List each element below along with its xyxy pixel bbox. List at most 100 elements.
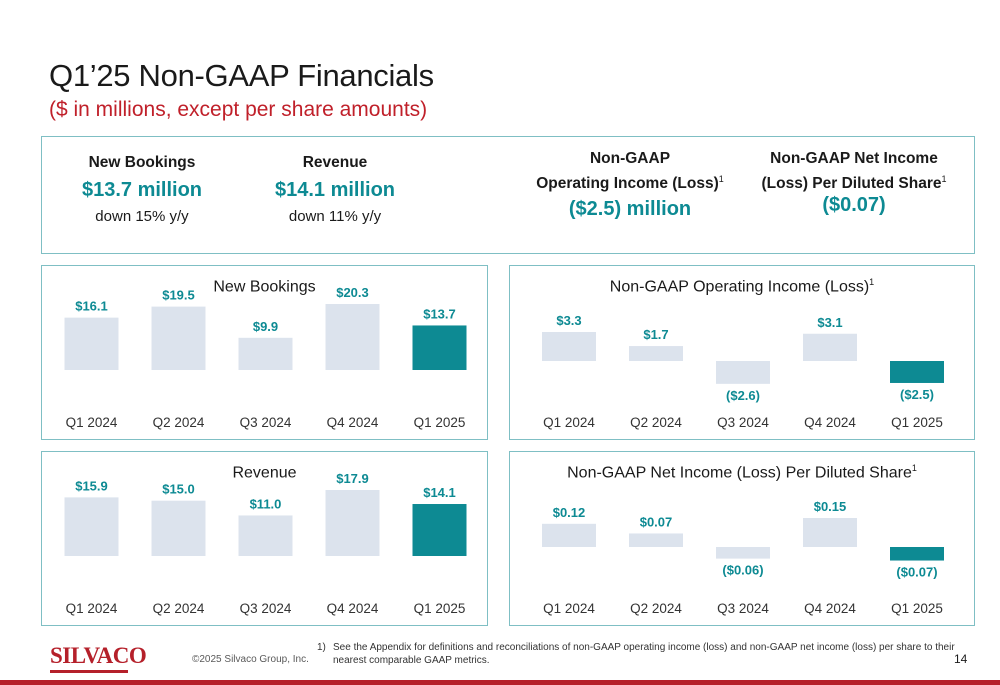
- data-label: $16.1: [75, 299, 108, 314]
- chart-panel-revenue: Revenue $15.9 Q1 2024 $15.0 Q2 2024 $11.0 Q3 …: [41, 451, 488, 626]
- data-label: ($0.07): [896, 565, 937, 580]
- footnote-marker: 1: [941, 174, 947, 184]
- chart-bar: [238, 515, 293, 556]
- revenue-chart: $15.9 Q1 2024 $15.0 Q2 2024 $11.0 Q3 2024 $17.…: [64, 471, 467, 616]
- data-label: $15.9: [75, 478, 108, 493]
- data-label: $3.1: [817, 315, 842, 330]
- x-tick-label: Q3 2024: [717, 415, 769, 430]
- x-tick-label: Q1 2025: [891, 601, 943, 616]
- chart-bar: [412, 504, 467, 556]
- data-label: $13.7: [423, 306, 456, 321]
- operating-income-chart: $3.3 Q1 2024 $1.7 Q2 2024 ($2.6) Q3 2024 $3.1 Q…: [542, 313, 944, 430]
- x-tick-label: Q4 2024: [327, 415, 379, 430]
- kpi-label: Operating Income (Loss): [536, 175, 719, 193]
- net-income-per-share-chart: $0.12 Q1 2024 $0.07 Q2 2024 ($0.06) Q3 2024 $0…: [542, 499, 944, 616]
- data-label: $9.9: [253, 319, 278, 334]
- footnote-marker: 1: [869, 277, 875, 287]
- kpi-change: down 11% y/y: [288, 208, 382, 225]
- chart-bar: [542, 523, 596, 547]
- kpi-label: New Bookings: [88, 154, 196, 171]
- x-tick-label: Q2 2024: [153, 415, 205, 430]
- data-label: $20.3: [336, 285, 369, 300]
- footnote: 1) See the Appendix for definitions and …: [317, 641, 957, 667]
- chart-bar: [64, 317, 119, 370]
- kpi-label: Revenue: [302, 154, 368, 171]
- chart-bar: [629, 533, 683, 547]
- chart-bar: [151, 500, 206, 556]
- data-label: $14.1: [423, 485, 456, 500]
- data-label: $19.5: [162, 288, 195, 303]
- kpi-revenue: Revenue $14.1 million down 11% y/y: [260, 152, 410, 225]
- x-tick-label: Q1 2024: [543, 601, 595, 616]
- chart-bar: [238, 337, 293, 370]
- data-label: $17.9: [336, 471, 369, 486]
- chart-bar: [412, 325, 467, 370]
- x-tick-label: Q3 2024: [240, 601, 292, 616]
- x-tick-label: Q1 2025: [414, 601, 466, 616]
- data-label: $15.0: [162, 482, 195, 497]
- data-label: $0.07: [640, 514, 673, 529]
- kpi-label: Non-GAAP Net Income: [770, 150, 938, 167]
- chart-panel-net-income-per-share: Non-GAAP Net Income (Loss) Per Diluted S…: [509, 451, 975, 626]
- chart-bar: [716, 547, 770, 559]
- silvaco-logo: SILVACO: [50, 643, 147, 668]
- x-tick-label: Q2 2024: [153, 601, 205, 616]
- chart-title: Non-GAAP Operating Income (Loss): [609, 278, 870, 296]
- chart-bar: [803, 518, 857, 547]
- x-tick-label: Q2 2024: [630, 415, 682, 430]
- data-label: ($2.5): [900, 387, 934, 402]
- data-label: $11.0: [250, 496, 282, 511]
- kpi-change: down 15% y/y: [95, 208, 189, 225]
- kpi-value: ($0.07): [822, 194, 886, 217]
- page-number: 14: [954, 652, 968, 666]
- data-label: ($2.6): [726, 388, 760, 403]
- chart-bar: [890, 547, 944, 561]
- chart-bar: [64, 497, 119, 556]
- x-tick-label: Q1 2025: [891, 415, 943, 430]
- chart-title: Revenue: [232, 464, 297, 482]
- kpi-label: (Loss) Per Diluted Share: [761, 175, 942, 193]
- data-label: ($0.06): [722, 563, 763, 578]
- chart-bar: [803, 333, 857, 361]
- chart-bar: [542, 332, 596, 361]
- footnote-marker: 1: [911, 463, 917, 473]
- chart-bar: [151, 306, 206, 370]
- copyright-text: ©2025 Silvaco Group, Inc.: [192, 654, 309, 665]
- footer-rule: [0, 680, 1000, 685]
- kpi-value: $13.7 million: [81, 179, 203, 201]
- chart-title: Non-GAAP Net Income (Loss) Per Diluted S…: [567, 464, 912, 482]
- kpi-new-bookings: New Bookings $13.7 million down 15% y/y: [72, 152, 212, 225]
- chart-panel-new-bookings: New Bookings $16.1 Q1 2024 $19.5 Q2 2024 $9.…: [41, 265, 488, 440]
- chart-bar: [629, 346, 683, 361]
- data-label: $1.7: [643, 327, 668, 342]
- x-tick-label: Q1 2024: [66, 601, 118, 616]
- kpi-non-gaap-eps: Non-GAAP Net Income (Loss) Per Diluted S…: [754, 148, 954, 217]
- data-label: $0.12: [553, 505, 586, 520]
- kpi-summary-box: New Bookings $13.7 million down 15% y/y …: [41, 136, 975, 254]
- x-tick-label: Q3 2024: [240, 415, 292, 430]
- data-label: $0.15: [814, 499, 847, 514]
- kpi-label: Non-GAAP: [589, 150, 671, 167]
- x-tick-label: Q1 2024: [66, 415, 118, 430]
- chart-bar: [325, 304, 380, 370]
- chart-title: New Bookings: [213, 278, 316, 296]
- page-subtitle: ($ in millions, except per share amounts…: [49, 98, 428, 121]
- kpi-value: $14.1 million: [274, 179, 396, 201]
- x-tick-label: Q1 2024: [543, 415, 595, 430]
- kpi-value: ($2.5) million: [568, 198, 692, 221]
- chart-panel-operating-income: Non-GAAP Operating Income (Loss)1 $3.3 Q1…: [509, 265, 975, 440]
- x-tick-label: Q1 2025: [414, 415, 466, 430]
- footnote-text: See the Appendix for definitions and rec…: [333, 642, 955, 666]
- x-tick-label: Q4 2024: [804, 601, 856, 616]
- data-label: $3.3: [556, 313, 581, 328]
- kpi-non-gaap-operating-income: Non-GAAP Operating Income (Loss)1 ($2.5)…: [530, 148, 730, 221]
- chart-bar: [716, 361, 770, 384]
- chart-bar: [890, 361, 944, 383]
- x-tick-label: Q4 2024: [804, 415, 856, 430]
- footnote-number: 1): [317, 642, 326, 653]
- x-tick-label: Q4 2024: [327, 601, 379, 616]
- logo-underline: [50, 670, 128, 673]
- x-tick-label: Q2 2024: [630, 601, 682, 616]
- footnote-marker: 1: [718, 174, 724, 184]
- new-bookings-chart: $16.1 Q1 2024 $19.5 Q2 2024 $9.9 Q3 2024 $20.3…: [64, 285, 467, 430]
